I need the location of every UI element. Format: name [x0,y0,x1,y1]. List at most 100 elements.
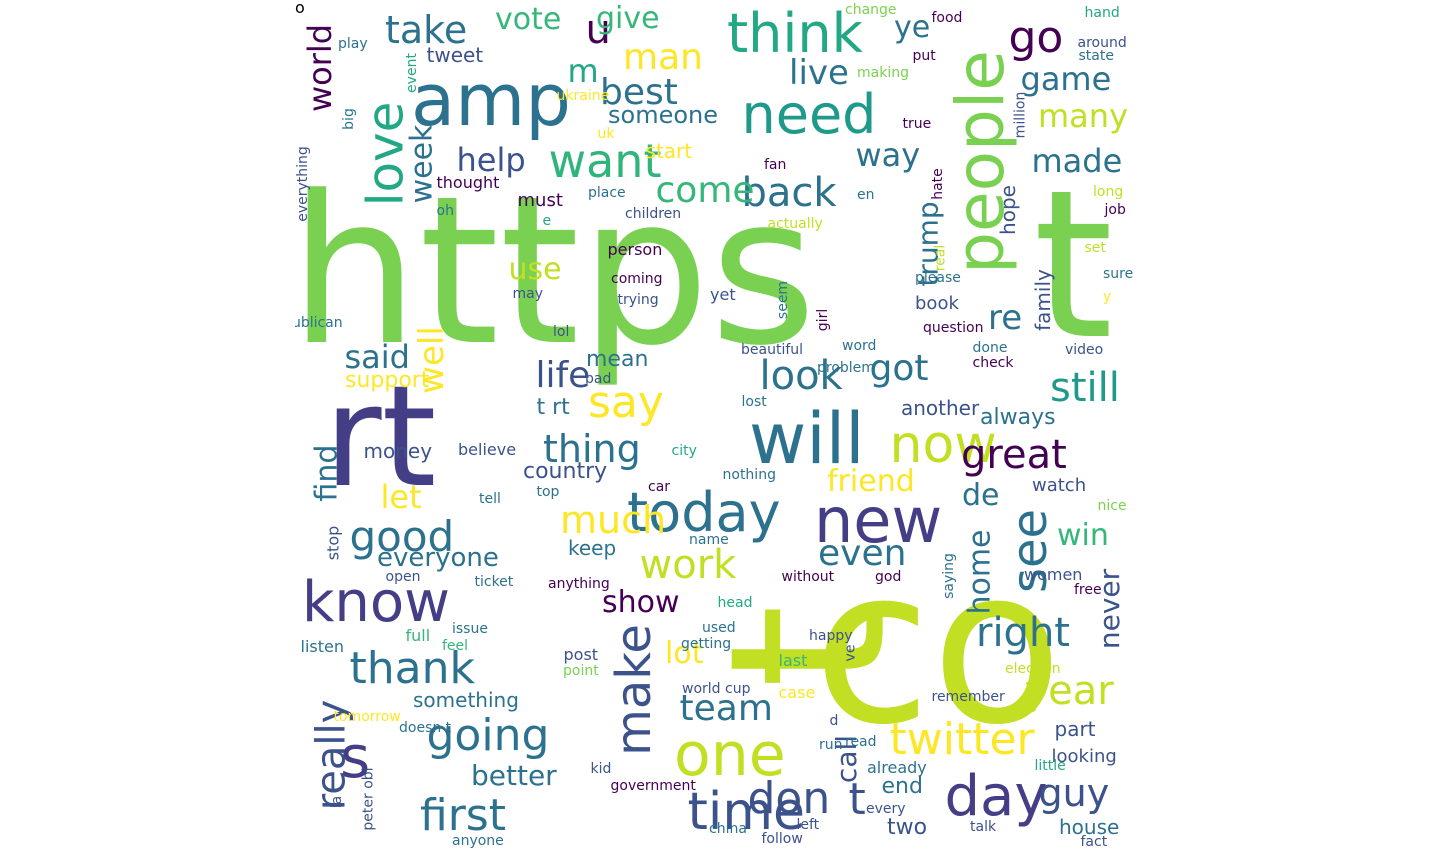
word: t rt [536,395,570,420]
word: coming [611,271,663,287]
word: city [671,443,697,459]
word: need [741,83,877,146]
word: week [403,124,439,204]
word: going [426,710,550,761]
word: u [585,7,611,53]
word: win [1057,518,1109,553]
word: saying [940,553,957,599]
word: state [1078,48,1114,64]
word: car [648,479,671,495]
word: day [944,764,1048,829]
word: work [639,542,737,588]
word: change [845,2,897,18]
word: house [1059,815,1120,839]
word: trying [617,292,659,308]
word: support [345,368,430,393]
word: tell [479,491,501,507]
word: show [602,585,680,620]
word: nice [1097,498,1127,514]
word: two [887,815,928,840]
word: event [403,53,420,93]
word: must [517,190,563,211]
word: looking [1051,746,1117,767]
word: year [1024,668,1114,714]
word: look [759,353,843,399]
word: done [972,340,1008,356]
word: nothing [722,467,776,483]
word: issue [452,621,488,637]
word: thank [349,643,475,694]
word: never [1093,568,1127,650]
word: even [818,533,907,574]
word: head [717,595,753,611]
word: feel [442,638,469,654]
word: hand [1084,5,1120,21]
word: team [679,688,773,729]
word: use [508,252,562,287]
word: long [1093,184,1124,200]
word: million [1011,91,1028,139]
word: please [915,270,961,286]
word: made [1031,142,1123,180]
word: case [778,683,816,702]
word: keep [568,536,617,560]
word: y [1103,289,1112,305]
word: ye [894,10,931,45]
word: https [295,152,817,391]
word: something [413,688,519,712]
word: right [976,610,1070,656]
word: de [962,478,1000,513]
word: little [1034,758,1066,774]
word: people [941,50,1019,274]
word: without [781,569,835,585]
word: watch [1032,475,1087,496]
word: much [560,498,667,542]
word: problem [817,360,875,376]
word: o [295,0,305,17]
word: m [567,52,599,90]
word: country [523,459,608,484]
word: girl [815,308,832,332]
word: seem [775,280,792,320]
word: women [1024,565,1083,584]
word: man [623,37,703,78]
word: many [1038,97,1128,135]
word: anything [548,576,610,592]
word: uk [597,126,615,142]
word: true [902,116,932,132]
word: china [709,821,747,837]
word-cloud: https t co t rt amp people will s one ne… [295,0,1145,852]
word: part [1054,717,1096,741]
word: around [1077,35,1127,51]
word: put [912,48,936,64]
word: now [889,415,997,475]
word: back [741,170,837,216]
word: better [471,759,557,792]
word: post [563,645,599,664]
word: every [866,801,906,817]
word: word [842,338,877,354]
word: take [385,8,468,52]
word: think [727,2,863,65]
word: great [961,432,1067,478]
word: t [1033,146,1114,385]
word: remember [931,689,1005,705]
word: t [848,774,866,825]
word: anyone [452,833,504,849]
word: getting [681,636,732,652]
word: s [340,723,371,791]
word: amp [411,58,571,142]
word: kid [590,761,612,777]
word: run [819,737,843,753]
word: end [881,774,923,799]
word: ve [841,644,858,662]
word: friend [827,464,915,499]
word: go [1008,12,1064,63]
word: used [702,620,736,636]
word: la [329,795,346,809]
word: love [355,101,414,207]
word: may [512,286,544,302]
word: thought [436,173,500,192]
word: actually [767,216,823,232]
word: stop [322,525,342,561]
